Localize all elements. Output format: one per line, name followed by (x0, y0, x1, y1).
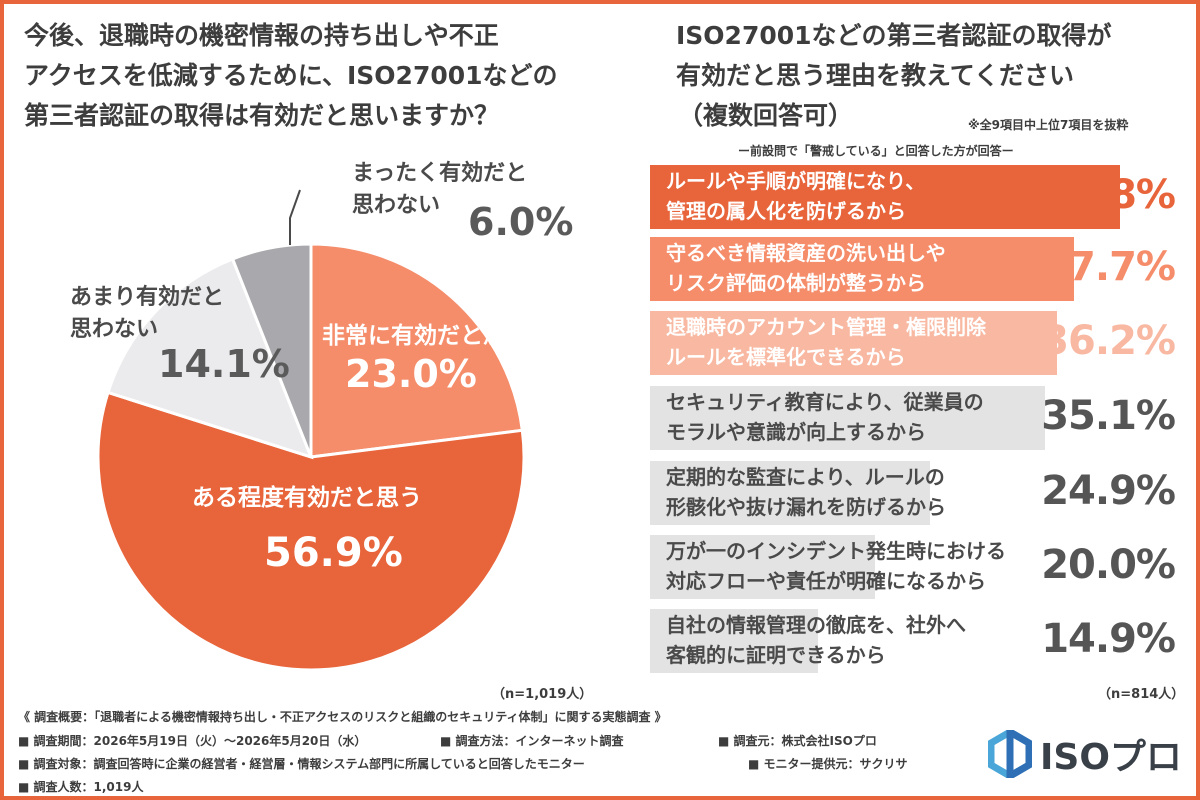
logo-text: ISOプロ (1040, 737, 1182, 778)
pie-label-not-very-effective-line-1: あまり有効だと (70, 285, 225, 310)
hexagon-logo-icon (988, 730, 1032, 778)
bar-row: セキュリティ教育により、従業員の モラルや意識が向上するから 35.1% (650, 383, 1195, 453)
pie-label-not-effective-line-2: 思わない (352, 193, 441, 218)
survey-count: ■ 調査人数：1,019人 (18, 780, 144, 794)
pie-label-very-effective: 非常に有効だと思う (322, 323, 529, 349)
bar-fill (650, 237, 1074, 301)
bar-fill (650, 461, 930, 525)
right-question-line-3: （複数回答可） (678, 101, 854, 130)
bar-category-label: 退職時のアカウント管理・権限削除 ルールを標準化できるから (666, 315, 986, 369)
pie-label-not-very-effective: あまり有効だと 思わない (70, 282, 224, 346)
bar-category-label: 守るべき情報資産の洗い出しや リスク評価の体制が整うから (666, 241, 946, 295)
left-question-line-2: アクセスを低減するために、ISO27001などの (24, 61, 558, 90)
bar-row: 退職時のアカウント管理・権限削除 ルールを標準化できるから 36.2% (650, 308, 1195, 378)
bar-value-label: 14.9% (1041, 616, 1176, 662)
bar-row: 万が一のインシデント発生時における 対応フローや責任が明確になるから 20.0% (650, 532, 1195, 602)
pie-label-not-very-effective-line-2: 思わない (70, 317, 159, 342)
bar-row: 自社の情報管理の徹底を、社外へ 客観的に証明できるから 14.9% (650, 606, 1195, 676)
pie-value-somewhat-effective: 56.9% (264, 530, 403, 576)
top7-note: ※全9項目中上位7項目を抜粋 (968, 118, 1129, 132)
left-question-line-1: 今後、退職時の機密情報の持ち出しや不正 (24, 21, 499, 50)
monitor-provider: ■ モニター提供元：サクリサ (748, 757, 908, 771)
pie-sample-size: （n=1,019人） (492, 687, 593, 702)
bar-value-label: 36.2% (1041, 318, 1176, 364)
survey-target: ■ 調査対象：調査回答時に企業の経営者・経営層・情報システム部門に所属していると… (18, 757, 585, 771)
survey-method: ■ 調査方法：インターネット調査 (440, 734, 624, 748)
pie-value-very-effective: 23.0% (345, 352, 477, 396)
left-question-title: 今後、退職時の機密情報の持ち出しや不正 アクセスを低減するために、ISO2700… (24, 16, 558, 136)
bar-fill (650, 311, 1057, 375)
bar-fill (650, 386, 1045, 450)
bar-category-label: ルールや手順が明確になり、 管理の属人化を防げるから (666, 169, 926, 223)
bar-row: 守るべき情報資産の洗い出しや リスク評価の体制が整うから 37.7% (650, 234, 1195, 304)
bar-value-label: 35.1% (1041, 393, 1176, 439)
pie-label-not-effective: まったく有効だと 思わない (352, 158, 527, 222)
bar-sample-size: （n=814人） (1098, 687, 1185, 702)
bar-category-label: 定期的な監査により、ルールの 形骸化や抜け漏れを防げるから (666, 465, 946, 519)
bar-row: ルールや手順が明確になり、 管理の属人化を防げるから 41.8% (650, 162, 1195, 232)
bar-value-label: 24.9% (1041, 468, 1176, 514)
bar-value-label: 41.8% (1041, 172, 1176, 218)
right-question-line-2: 有効だと思う理由を教えてください (676, 61, 1075, 90)
right-question-title: ISO27001などの第三者認証の取得が 有効だと思う理由を教えてください （複… (676, 16, 1112, 136)
pie-label-somewhat-effective: ある程度有効だと思う (192, 485, 422, 511)
pie-value-not-very-effective: 14.1% (158, 342, 290, 386)
left-question-line-3: 第三者認証の取得は有効だと思いますか？ (24, 101, 500, 130)
bar-fill (650, 609, 818, 673)
bar-category-label: 自社の情報管理の徹底を、社外へ 客観的に証明できるから (666, 613, 966, 667)
pie-label-not-effective-line-1: まったく有効だと (352, 161, 528, 186)
survey-overview: 《 調査概要：「退職者による機密情報持ち出し・不正アクセスのリスクと組織のセキュ… (18, 710, 667, 724)
respondent-note: ー前設問で「警戒している」と回答した方が回答ー (738, 144, 1014, 158)
bar-fill (650, 535, 875, 599)
bar-fill (650, 165, 1120, 229)
bar-value-label: 20.0% (1041, 542, 1176, 588)
pie-value-not-effective: 6.0% (468, 200, 574, 244)
bar-category-label: セキュリティ教育により、従業員の モラルや意識が向上するから (666, 390, 984, 444)
survey-source: ■ 調査元：株式会社ISOプロ (718, 734, 877, 748)
bar-row: 定期的な監査により、ルールの 形骸化や抜け漏れを防げるから 24.9% (650, 458, 1195, 528)
right-question-line-1: ISO27001などの第三者認証の取得が (676, 21, 1112, 50)
bar-category-label: 万が一のインシデント発生時における 対応フローや責任が明確になるから (666, 539, 1006, 593)
survey-period: ■ 調査期間：2026年5月19日（火）〜2026年5月20日（水） (18, 734, 367, 748)
bar-value-label: 37.7% (1041, 244, 1176, 290)
